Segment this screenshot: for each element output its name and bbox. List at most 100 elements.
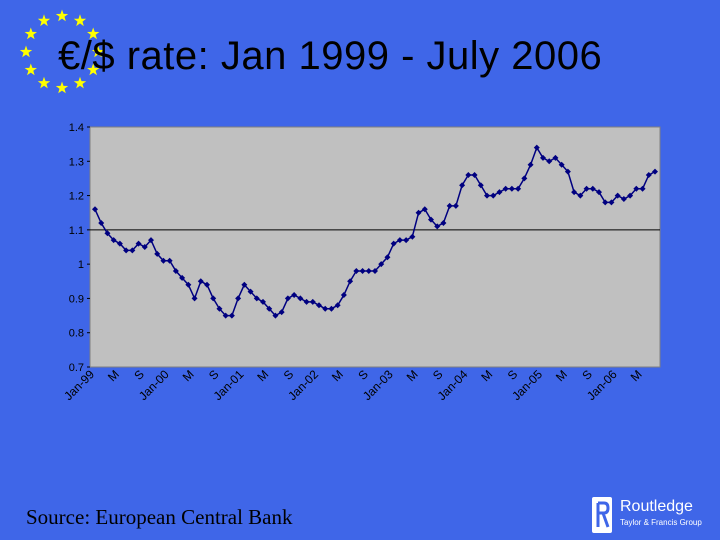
y-tick-label: 1 (78, 259, 84, 271)
data-point (434, 223, 441, 230)
data-point (216, 305, 223, 312)
data-point (353, 268, 360, 274)
data-point (148, 237, 154, 244)
x-tick-label: M (478, 367, 495, 384)
y-tick-label: 0.7 (69, 362, 84, 374)
data-point (620, 196, 627, 202)
data-point (409, 233, 416, 240)
x-tick-label: M (628, 367, 645, 384)
eu-star (37, 76, 51, 89)
y-tick-label: 1.2 (69, 191, 84, 203)
data-point (396, 237, 403, 244)
data-point (639, 185, 646, 192)
data-point (452, 202, 459, 209)
x-tick-label: S (430, 367, 446, 383)
data-point (446, 202, 453, 209)
x-tick-label: M (180, 367, 197, 384)
data-point (596, 189, 602, 196)
data-point (204, 281, 210, 288)
data-point (546, 158, 553, 165)
data-point (309, 298, 316, 305)
eu-star (87, 27, 100, 40)
data-point (440, 220, 447, 226)
data-point (322, 305, 329, 312)
data-point (328, 305, 335, 312)
data-point (253, 295, 260, 302)
eu-star (73, 14, 87, 27)
x-tick-label: M (329, 367, 346, 384)
data-point (521, 175, 528, 182)
data-point (627, 192, 634, 199)
data-point (421, 206, 428, 213)
x-tick-label: S (355, 367, 371, 383)
data-point (185, 281, 192, 288)
data-point (484, 192, 490, 199)
data-point (372, 268, 378, 274)
data-point (490, 192, 497, 199)
routledge-logo: Routledge Taylor & Francis Group (592, 497, 712, 533)
data-point (303, 298, 310, 305)
publisher-subtitle: Taylor & Francis Group (620, 518, 702, 527)
data-point (235, 295, 242, 302)
x-tick-label: S (281, 367, 297, 383)
data-point (614, 192, 621, 199)
x-tick-label: M (105, 367, 122, 384)
eu-star (19, 45, 33, 58)
x-tick-label: S (505, 367, 521, 383)
data-point (278, 309, 285, 316)
data-point (533, 144, 540, 151)
data-point (558, 161, 565, 168)
data-point (191, 295, 198, 302)
data-point (129, 247, 136, 254)
eu-star (55, 9, 69, 22)
data-point (291, 292, 298, 298)
eu-star (24, 27, 37, 40)
data-point (527, 161, 534, 168)
data-point (608, 199, 615, 206)
data-point (166, 257, 173, 264)
eu-star (55, 81, 69, 94)
eu-star (87, 63, 100, 76)
data-point (602, 199, 609, 206)
data-point (210, 295, 217, 302)
data-point (241, 281, 248, 288)
data-point (577, 192, 584, 199)
data-point (571, 189, 578, 196)
eu-stars-icon (19, 9, 105, 94)
eu-star (91, 45, 105, 58)
eu-star (37, 14, 51, 27)
data-point (260, 298, 266, 305)
source-note: Source: European Central Bank (26, 505, 293, 529)
data-point (540, 154, 546, 161)
x-tick-label: M (553, 367, 570, 384)
x-tick-label: S (579, 367, 595, 383)
data-point (428, 216, 434, 223)
data-point (465, 172, 472, 178)
y-tick-label: 0.9 (69, 293, 84, 305)
eu-star (24, 63, 37, 76)
data-point (340, 292, 347, 298)
plot-area (89, 126, 661, 368)
data-point (508, 185, 515, 192)
data-point (222, 312, 229, 319)
data-point (515, 185, 522, 192)
data-point (141, 244, 148, 250)
data-point (365, 268, 372, 274)
data-point (403, 237, 410, 244)
eu-star (73, 76, 87, 89)
data-point (633, 185, 640, 192)
data-point (502, 185, 509, 192)
data-point (228, 312, 235, 319)
data-point (297, 295, 304, 302)
data-point (266, 305, 273, 312)
data-point (645, 172, 652, 178)
data-point (496, 189, 503, 196)
data-point (272, 312, 279, 319)
publisher-name: Routledge (620, 498, 693, 515)
data-point (378, 261, 385, 268)
x-tick-label: M (404, 367, 421, 384)
y-tick-label: 1.4 (69, 122, 84, 134)
data-point (471, 172, 478, 178)
data-point (564, 168, 571, 175)
